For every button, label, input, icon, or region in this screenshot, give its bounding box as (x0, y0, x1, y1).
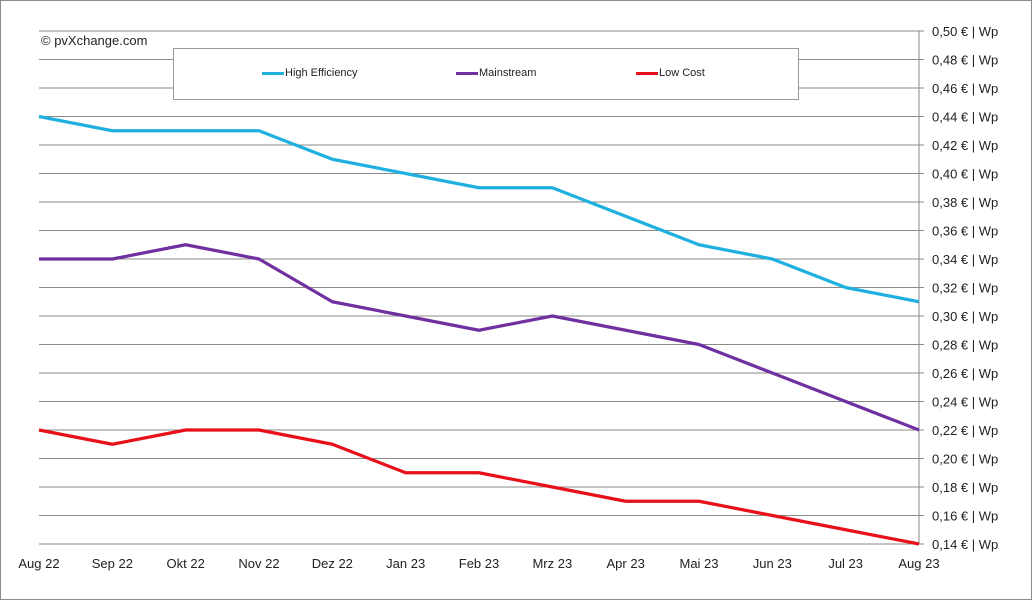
x-tick-label: Aug 23 (898, 556, 939, 571)
y-tick-label: 0,34 € | Wp (932, 252, 998, 267)
x-tick-label: Aug 22 (18, 556, 59, 571)
legend: High Efficiency Mainstream Low Cost (173, 48, 799, 100)
legend-item-mainstream: Mainstream (456, 67, 536, 79)
legend-label: High Efficiency (285, 67, 358, 79)
y-tick-label: 0,30 € | Wp (932, 309, 998, 324)
watermark: © pvXchange.com (41, 33, 148, 48)
legend-item-low-cost: Low Cost (636, 67, 705, 79)
legend-swatch (636, 71, 658, 75)
legend-label: Low Cost (659, 67, 705, 79)
x-tick-label: Mai 23 (679, 556, 718, 571)
x-tick-label: Okt 22 (167, 556, 205, 571)
x-tick-label: Mrz 23 (532, 556, 572, 571)
x-tick-label: Apr 23 (607, 556, 645, 571)
y-tick-label: 0,44 € | Wp (932, 110, 998, 125)
legend-swatch (262, 71, 284, 75)
y-tick-label: 0,42 € | Wp (932, 138, 998, 153)
legend-swatch (456, 71, 478, 75)
y-tick-label: 0,24 € | Wp (932, 395, 998, 410)
series-line-mainstream (39, 243, 920, 432)
y-tick-label: 0,26 € | Wp (932, 366, 998, 381)
y-tick-label: 0,40 € | Wp (932, 167, 998, 182)
y-tick-label: 0,28 € | Wp (932, 338, 998, 353)
y-tick-label: 0,14 € | Wp (932, 537, 998, 552)
y-tick-label: 0,48 € | Wp (932, 53, 998, 68)
y-tick-label: 0,38 € | Wp (932, 195, 998, 210)
series-line-high-efficiency (38, 114, 920, 304)
x-tick-label: Jan 23 (386, 556, 425, 571)
y-tick-label: 0,18 € | Wp (932, 480, 998, 495)
y-tick-label: 0,46 € | Wp (932, 81, 998, 96)
legend-label: Mainstream (479, 67, 537, 79)
legend-item-high-efficiency: High Efficiency (262, 67, 358, 79)
y-tick-label: 0,50 € | Wp (932, 24, 998, 39)
y-tick-label: 0,22 € | Wp (932, 423, 998, 438)
y-tick-label: 0,36 € | Wp (932, 224, 998, 239)
x-tick-label: Nov 22 (238, 556, 279, 571)
y-tick-label: 0,32 € | Wp (932, 281, 998, 296)
x-tick-label: Sep 22 (92, 556, 133, 571)
y-tick-label: 0,16 € | Wp (932, 509, 998, 524)
y-tick-label: 0,20 € | Wp (932, 452, 998, 467)
x-tick-label: Feb 23 (459, 556, 499, 571)
x-tick-label: Jul 23 (828, 556, 863, 571)
x-tick-label: Dez 22 (312, 556, 353, 571)
x-tick-label: Jun 23 (753, 556, 792, 571)
